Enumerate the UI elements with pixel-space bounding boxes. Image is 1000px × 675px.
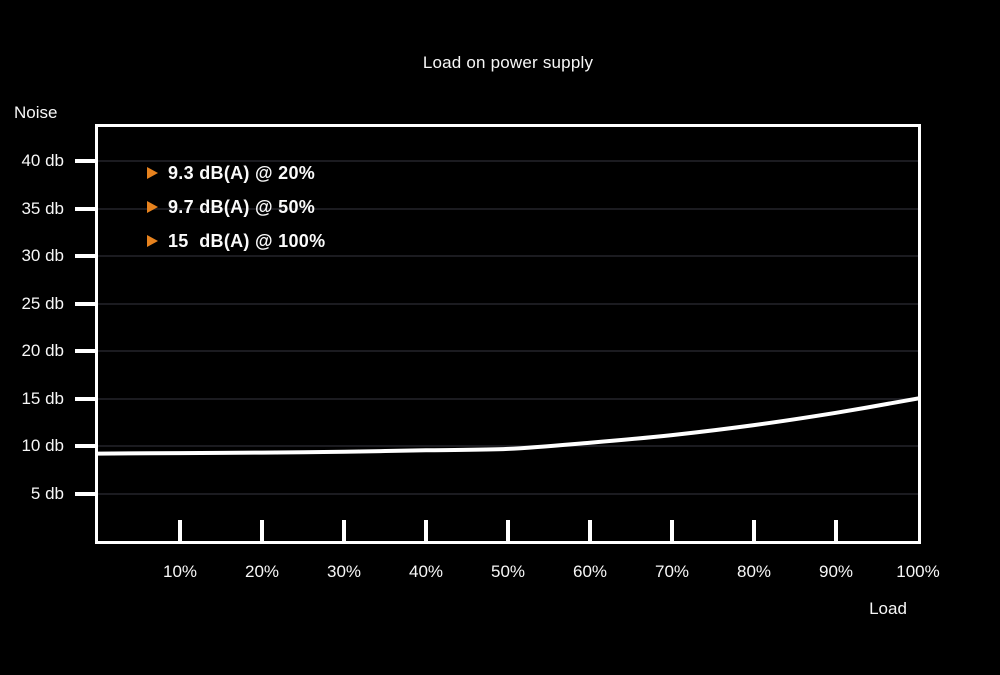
y-tick-mark-30db: [75, 254, 96, 258]
x-tick-label-20pct: 20%: [244, 562, 280, 581]
x-tick-mark-60pct: [588, 520, 592, 541]
x-tick-mark-20pct: [260, 520, 264, 541]
y-tick-mark-25db: [75, 301, 96, 306]
gridline-20db: [98, 350, 918, 352]
y-tick-mark-20db: [75, 349, 96, 353]
noise-curve: [98, 396, 918, 456]
gridline-35db: [98, 207, 918, 210]
x-tick-mark-70pct: [670, 520, 674, 541]
triangle-arrow-icon: [147, 201, 158, 213]
x-tick-label-40pct: 40%: [408, 562, 444, 581]
y-tick-label-30db: 30 db: [21, 246, 64, 265]
y-tick-label-40db: 40 db: [21, 151, 64, 170]
x-tick-label-60pct: 60%: [572, 562, 608, 581]
y-tick-label-10db: 10 db: [21, 436, 64, 455]
legend-item: 9.3 dB(A) @ 20%: [147, 156, 325, 190]
legend-item-label: 9.7 dB(A) @ 50%: [168, 196, 316, 217]
y-axis-title-noise: Noise: [14, 103, 58, 122]
legend-item-label: 15 dB(A) @ 100%: [168, 230, 326, 251]
y-tick-mark-5db: [75, 491, 96, 496]
gridline-5db: [98, 492, 918, 495]
x-tick-label-70pct: 70%: [654, 562, 690, 581]
chart-title: Load on power supply: [422, 53, 594, 72]
x-tick-mark-30pct: [342, 520, 346, 541]
gridline-25db: [98, 302, 918, 305]
y-tick-label-35db: 35 db: [21, 198, 64, 218]
y-tick-mark-15db: [75, 396, 96, 401]
y-tick-label-15db: 15 db: [21, 388, 64, 408]
gridline-30db: [98, 255, 918, 257]
y-tick-mark-35db: [75, 206, 96, 211]
x-tick-mark-50pct: [506, 520, 510, 541]
x-tick-label-90pct: 90%: [818, 562, 854, 581]
x-tick-label-10pct: 10%: [162, 562, 198, 581]
x-tick-label-50pct: 50%: [490, 562, 526, 581]
x-tick-label-30pct: 30%: [326, 562, 362, 581]
gridline-15db: [98, 397, 918, 400]
x-tick-label-100pct: 100%: [896, 562, 940, 581]
legend: 9.3 dB(A) @ 20% 9.7 dB(A) @ 50% 15 dB(A)…: [147, 156, 325, 258]
plot-area: [95, 124, 921, 544]
gridline-40db: [98, 160, 918, 162]
y-tick-mark-40db: [75, 159, 96, 163]
legend-item-label: 9.3 dB(A) @ 20%: [168, 162, 316, 183]
y-tick-label-25db: 25 db: [21, 293, 64, 313]
y-tick-mark-10db: [75, 444, 96, 448]
x-tick-mark-90pct: [834, 520, 838, 541]
gridline-10db: [98, 445, 918, 447]
triangle-arrow-icon: [147, 167, 158, 179]
x-tick-label-80pct: 80%: [736, 562, 772, 581]
x-tick-mark-40pct: [424, 520, 428, 541]
x-axis-title-load: Load: [869, 599, 907, 618]
y-tick-label-20db: 20 db: [21, 341, 64, 360]
triangle-arrow-icon: [147, 235, 158, 247]
noise-curve-line: [98, 396, 918, 456]
x-tick-mark-80pct: [752, 520, 756, 541]
y-tick-label-5db: 5 db: [30, 483, 64, 503]
legend-item: 15 dB(A) @ 100%: [147, 224, 325, 258]
legend-item: 9.7 dB(A) @ 50%: [147, 190, 325, 224]
x-tick-mark-10pct: [178, 520, 182, 541]
